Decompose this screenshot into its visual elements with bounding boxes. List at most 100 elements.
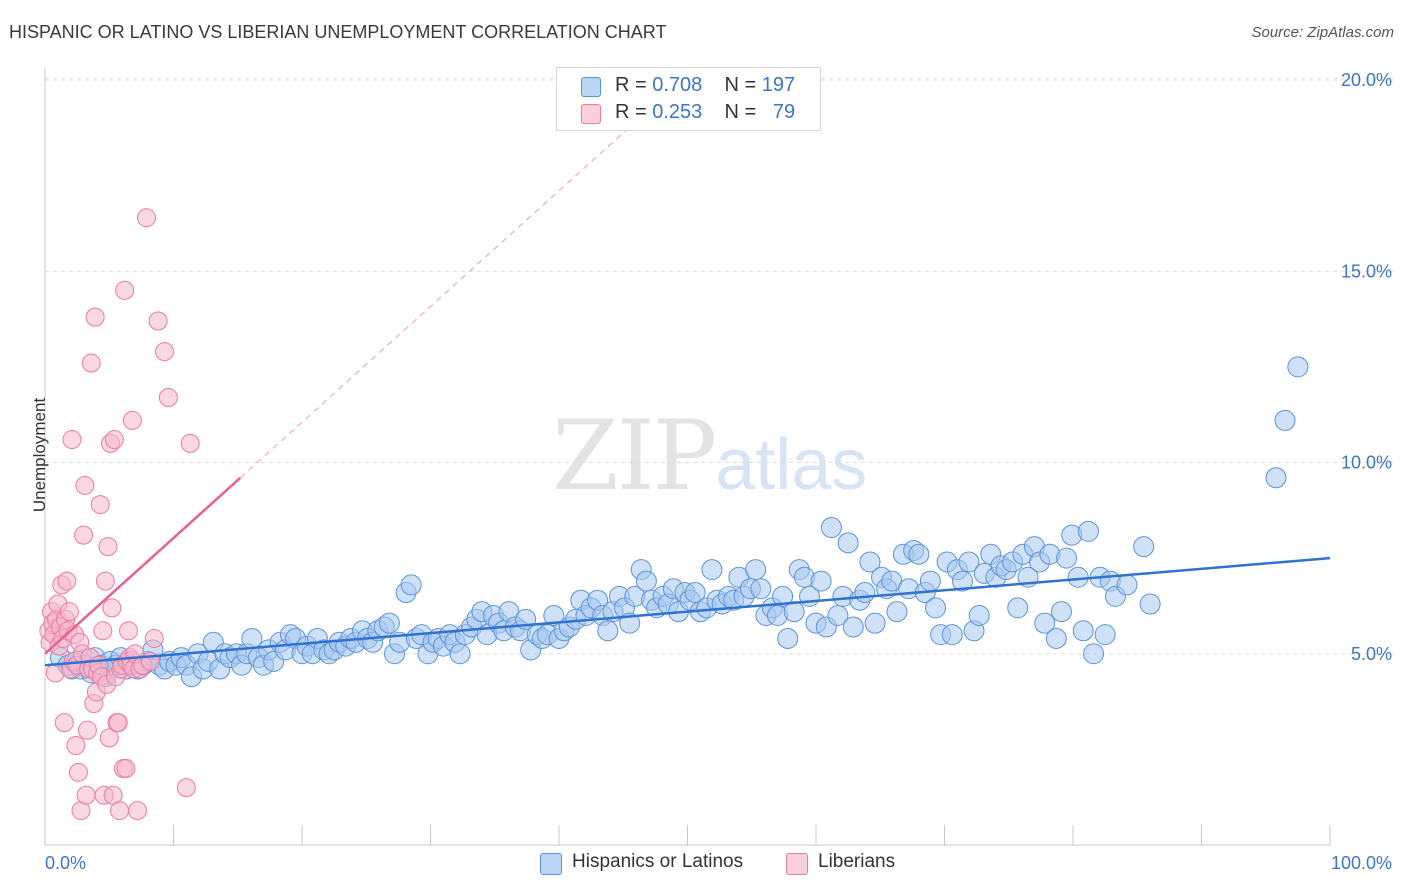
liberian-point [116, 759, 136, 778]
hispanic-point [837, 532, 859, 554]
x-tick-label: 100.0% [1331, 853, 1392, 873]
liberian-point [119, 621, 139, 641]
liberian-trend-line [44, 476, 242, 655]
liberian-point [90, 495, 110, 515]
y-tick-label: 5.0% [1351, 644, 1392, 664]
bottom-legend-swatch-hispanic [540, 853, 562, 875]
bottom-legend-label-hispanic: Hispanics or Latinos [572, 851, 744, 872]
hispanic-point [820, 517, 842, 539]
hispanic-point [919, 570, 941, 592]
liberian-point [62, 430, 82, 450]
hispanic-point [1056, 547, 1078, 569]
liberian-point [66, 736, 86, 756]
watermark-atlas: atlas [715, 425, 868, 505]
liberian-point [98, 537, 118, 557]
liberian-point [110, 801, 130, 821]
hispanic-trend-line [44, 556, 1331, 667]
watermark: ZIPatlas [552, 400, 867, 512]
liberian-point [81, 353, 101, 373]
liberian-point [75, 475, 95, 495]
hispanic-point [951, 570, 973, 592]
hispanic-point [842, 616, 864, 638]
hispanic-point [1067, 566, 1089, 588]
hispanic-point [1050, 601, 1072, 623]
liberian-point [54, 713, 74, 733]
liberian-point [176, 778, 196, 798]
hispanic-point [1139, 593, 1161, 615]
hispanic-point [701, 559, 723, 581]
hispanic-point [968, 605, 990, 626]
hispanic-point [635, 570, 657, 592]
hispanic-point [886, 601, 908, 623]
liberian-point [85, 307, 105, 327]
liberian-point [155, 342, 175, 362]
liberian-point [104, 430, 124, 450]
liberian-point [68, 762, 88, 782]
liberian-point [57, 571, 77, 591]
y-tick-label: 20.0% [1341, 70, 1392, 90]
liberian-point [74, 525, 94, 545]
hispanic-point [854, 582, 876, 604]
liberian-point [144, 628, 164, 648]
hispanic-point [1072, 620, 1094, 642]
liberian-point [122, 410, 142, 430]
hispanic-point [750, 578, 772, 600]
bottom-legend-label-liberian: Liberians [818, 851, 896, 872]
hispanic-point [1083, 643, 1105, 665]
liberian-point [77, 720, 97, 740]
hispanic-point [1077, 520, 1099, 542]
hispanic-point [378, 612, 400, 634]
hispanic-point [925, 597, 947, 619]
legend-swatch-hispanic [581, 77, 601, 97]
liberian-point [99, 728, 119, 748]
hispanic-point [1034, 612, 1056, 634]
hispanic-point [1287, 356, 1309, 378]
legend-text-hispanic: R = 0.708 N = 197 [615, 74, 796, 96]
stats-legend: R = 0.708 N = 197 R = 0.253 N = 79 [556, 67, 821, 131]
hispanic-point [772, 585, 794, 607]
liberian-point [158, 387, 178, 407]
liberian-point [128, 801, 148, 821]
source-label: Source: ZipAtlas.com [1251, 24, 1394, 41]
liberian-point [148, 311, 168, 331]
liberian-point [137, 208, 157, 228]
hispanic-point [1274, 409, 1296, 431]
hispanic-point [859, 551, 881, 573]
hispanic-point [597, 620, 619, 642]
liberian-point [93, 621, 113, 641]
hispanic-point [241, 627, 263, 649]
hispanic-point [864, 612, 886, 634]
hispanic-point [1094, 624, 1116, 646]
hispanic-point [1007, 597, 1029, 619]
hispanic-point [783, 601, 805, 623]
liberian-point [108, 713, 128, 733]
x-tick-label: 0.0% [45, 853, 86, 873]
y-tick-label: 15.0% [1341, 261, 1392, 281]
liberian-trend-extension [239, 68, 696, 479]
y-tick-label: 10.0% [1341, 453, 1392, 473]
hispanic-point [941, 624, 963, 646]
watermark-zip: ZIP [552, 400, 717, 512]
hispanic-point [1133, 536, 1155, 558]
hispanic-point [908, 543, 930, 565]
hispanic-point [810, 570, 832, 592]
liberian-point [95, 571, 115, 591]
liberian-point [115, 280, 135, 300]
liberian-point [76, 785, 96, 805]
hispanic-point [777, 627, 799, 649]
hispanic-point [400, 574, 422, 596]
hispanic-point [449, 643, 471, 665]
hispanic-point [745, 559, 767, 581]
liberian-point [102, 598, 122, 618]
hispanic-point [543, 605, 565, 626]
liberian-point [180, 433, 200, 453]
legend-swatch-liberian [581, 104, 601, 124]
hispanic-point [1116, 574, 1138, 596]
y-axis-label: Unemployment [30, 397, 49, 513]
hispanic-point [1045, 627, 1067, 649]
liberian-point [59, 602, 79, 622]
chart-title: HISPANIC OR LATINO VS LIBERIAN UNEMPLOYM… [9, 22, 667, 42]
bottom-legend-swatch-liberian [786, 853, 808, 875]
hispanic-point [1265, 467, 1287, 489]
